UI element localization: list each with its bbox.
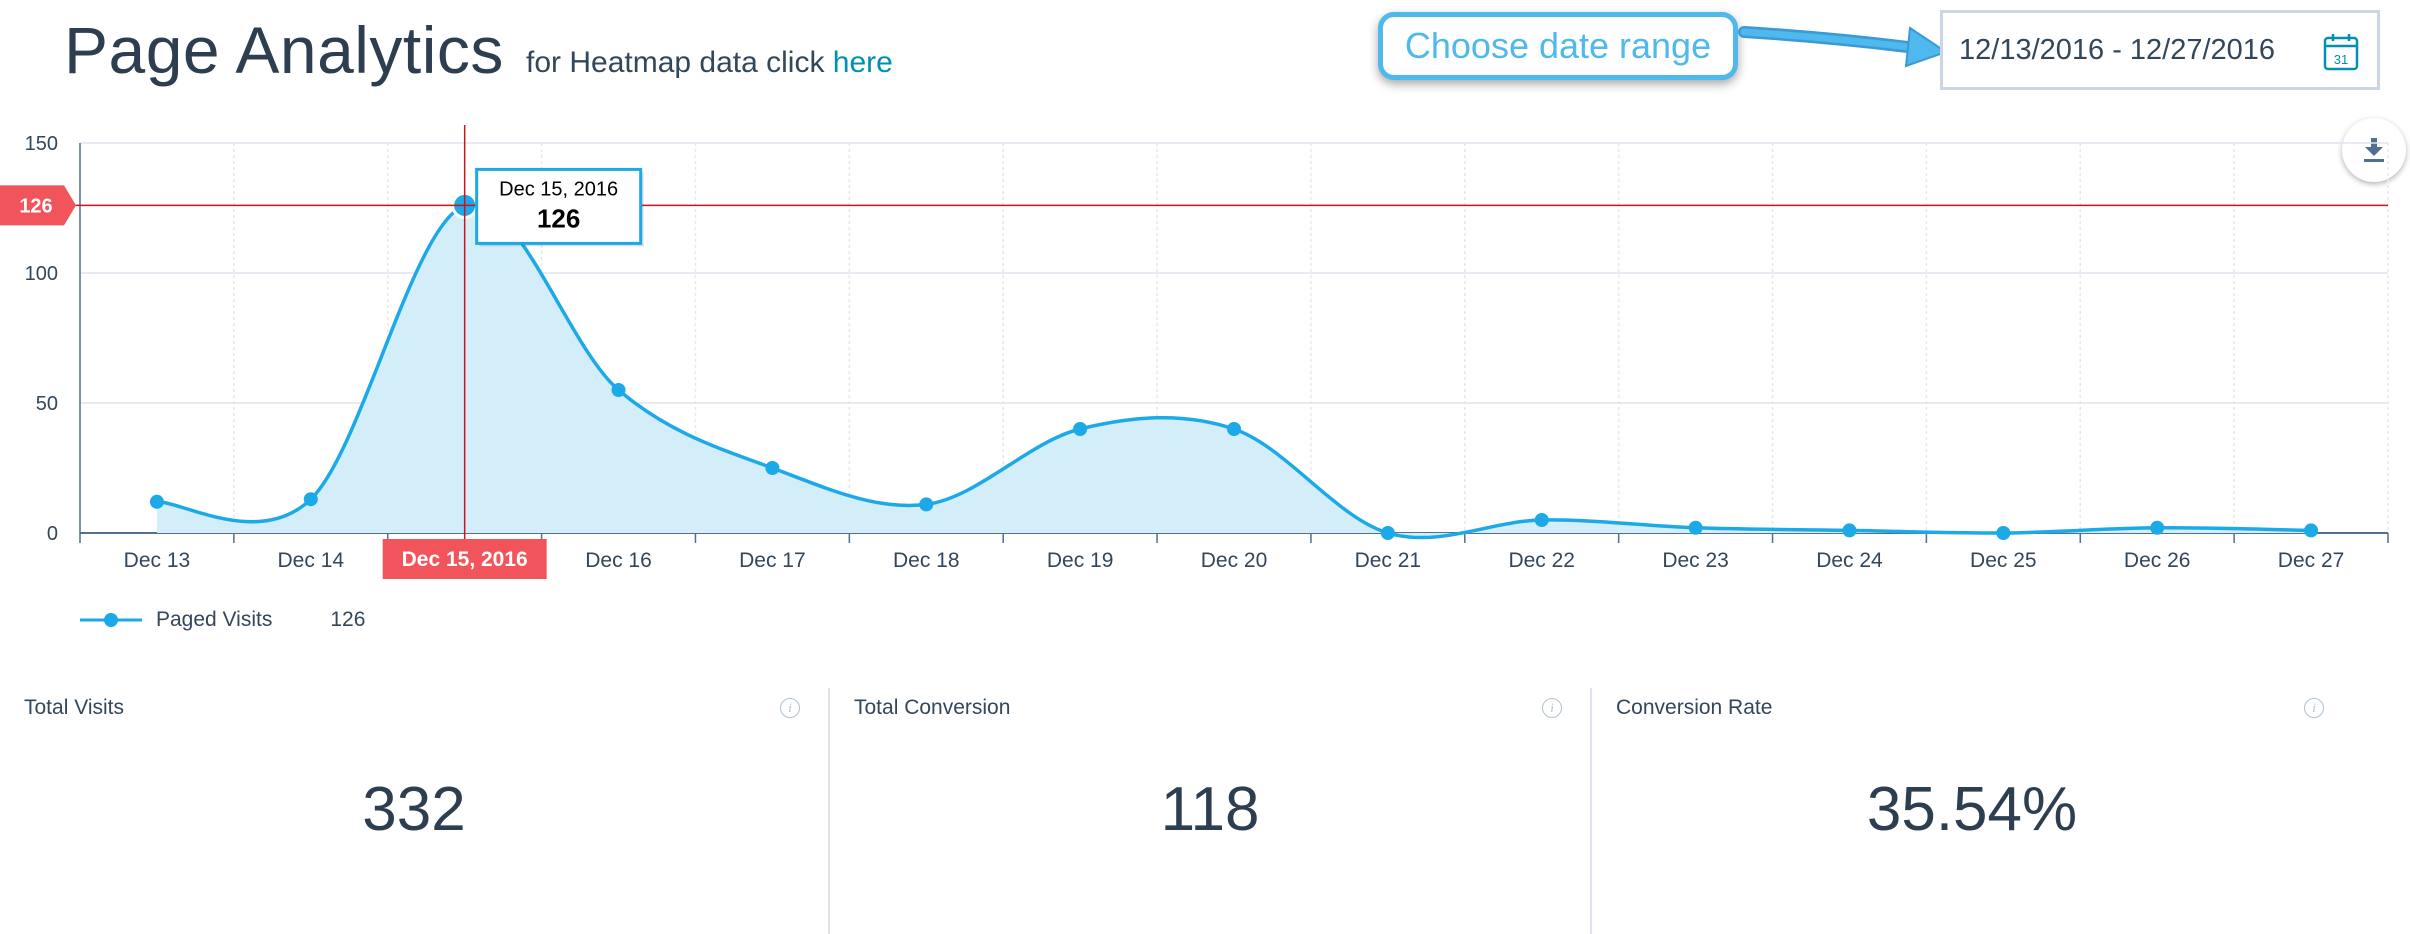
crosshair-y-flag <box>0 185 76 226</box>
date-range-callout: Choose date range <box>1378 12 1738 80</box>
tooltip-date: Dec 15, 2016 <box>499 178 618 200</box>
stat-value: 35.54% <box>1866 775 2078 844</box>
x-tick-label: Dec 27 <box>2278 549 2345 572</box>
data-point <box>2304 523 2319 538</box>
data-point <box>1534 513 1549 527</box>
stats-row: Total Visits i 332 Total Conversion i 11… <box>0 688 2410 934</box>
y-tick-label: 100 <box>25 263 58 285</box>
page-title: Page Analytics <box>64 13 504 87</box>
data-point <box>303 492 318 507</box>
crosshair-y-value: 126 <box>19 195 52 217</box>
data-point <box>611 383 626 397</box>
x-tick-label: Dec 25 <box>1970 549 2037 572</box>
legend-label: Paged Visits <box>156 608 273 631</box>
x-tick-label: Dec 22 <box>1508 549 1575 572</box>
tooltip-value: 126 <box>537 203 580 233</box>
date-range-value: 12/13/2016 - 12/27/2016 <box>1959 33 2276 66</box>
x-tick-label: Dec 16 <box>585 549 652 572</box>
x-tick-label: Dec 24 <box>1816 549 1883 572</box>
data-point <box>1688 520 1703 535</box>
crosshair-x-date: Dec 15, 2016 <box>402 548 528 571</box>
x-tick-label: Dec 17 <box>739 549 806 572</box>
tooltip-box <box>475 167 643 245</box>
stat-label: Conversion Rate <box>1616 696 1773 719</box>
info-icon[interactable]: i <box>1542 698 1562 718</box>
heatmap-link[interactable]: here <box>832 46 893 79</box>
heatmap-hint: for Heatmap data click here <box>526 46 893 80</box>
data-point <box>1227 422 1241 436</box>
data-point <box>1380 526 1395 540</box>
x-tick-label: Dec 18 <box>893 549 960 572</box>
data-point <box>765 461 780 475</box>
info-icon[interactable]: i <box>2304 698 2324 718</box>
x-tick-label: Dec 14 <box>278 549 345 572</box>
stat-conversion-rate: Conversion Rate i 35.54% <box>1590 688 2352 934</box>
data-point <box>919 497 934 512</box>
download-button[interactable] <box>2342 118 2406 182</box>
stat-label: Total Conversion <box>854 696 1011 719</box>
legend-value: 126 <box>330 608 366 631</box>
data-point <box>1842 523 1857 538</box>
x-tick-label: Dec 26 <box>2124 549 2191 572</box>
stat-label: Total Visits <box>24 696 124 719</box>
x-tick-label: Dec 13 <box>124 549 191 572</box>
data-point <box>149 494 164 509</box>
x-tick-label: Dec 20 <box>1201 549 1268 572</box>
date-range-picker[interactable]: 12/13/2016 - 12/27/2016 31 <box>1940 10 2380 90</box>
x-tick-label: Dec 23 <box>1662 549 1729 572</box>
y-tick-label: 50 <box>36 393 58 415</box>
x-tick-label: Dec 21 <box>1355 549 1422 572</box>
info-icon[interactable]: i <box>780 698 800 718</box>
calendar-icon[interactable]: 31 <box>2323 33 2359 71</box>
data-point <box>1996 526 2011 540</box>
y-tick-label: 150 <box>25 133 58 155</box>
stat-value: 332 <box>362 775 466 844</box>
data-point <box>1073 422 1088 436</box>
y-tick-label: 0 <box>47 523 58 545</box>
series-area <box>156 203 2312 538</box>
stat-total-conversion: Total Conversion i 118 <box>828 688 1590 934</box>
data-point <box>2150 520 2165 535</box>
legend-swatch <box>80 613 142 627</box>
callout-arrow-icon <box>1738 26 1949 68</box>
crosshair-x-flag <box>382 539 547 579</box>
legend[interactable]: Paged Visits 126 <box>80 608 365 632</box>
calendar-day: 31 <box>2334 52 2348 67</box>
x-tick-label: Dec 19 <box>1047 549 1114 572</box>
stat-total-visits: Total Visits i 332 <box>0 688 828 934</box>
paged-visits-chart: 0 50 100 150 Dec 13 Dec 14 Dec 16 Dec 17 Dec 18 D… <box>0 125 2389 579</box>
stat-value: 118 <box>1160 775 1260 844</box>
heatmap-hint-text: for Heatmap data click <box>526 46 833 79</box>
